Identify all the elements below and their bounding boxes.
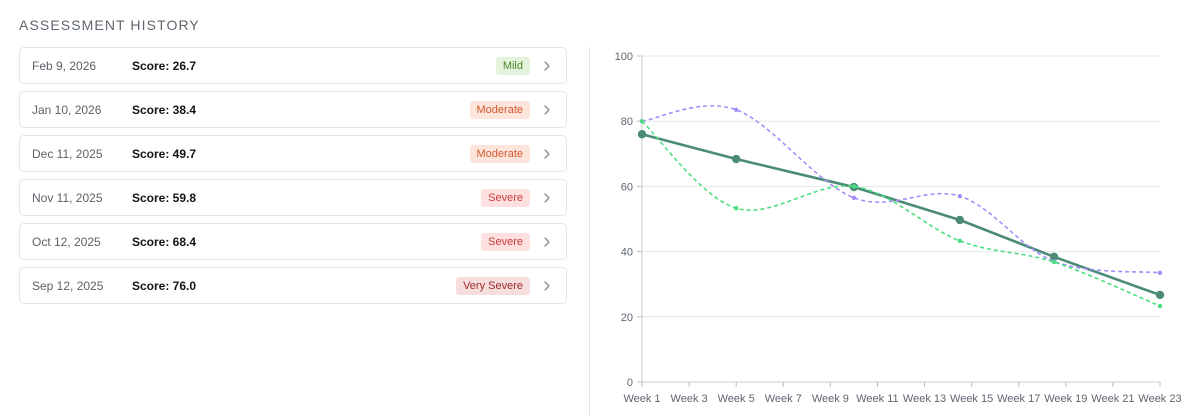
severity-badge: Moderate [469, 144, 530, 163]
assessment-score: Score: 49.7 [132, 146, 197, 161]
y-tick-label: 0 [627, 377, 633, 389]
assessment-score: Score: 59.8 [132, 190, 197, 205]
series-line-0 [641, 132, 1161, 297]
assessment-row[interactable]: Nov 11, 2025 Score: 59.8 Severe [19, 179, 567, 216]
assessment-row[interactable]: Feb 9, 2026 Score: 26.7 Mild [19, 47, 567, 84]
assessment-row[interactable]: Jan 10, 2026 Score: 38.4 Moderate [19, 91, 567, 128]
assessment-score: Score: 38.4 [132, 102, 197, 117]
series-point-2 [639, 119, 645, 124]
severity-badge: Very Severe [456, 276, 530, 295]
x-tick-label: Week 19 [1044, 393, 1087, 405]
x-tick-label: Week 9 [812, 393, 849, 405]
x-tick-label: Week 5 [718, 393, 755, 405]
chevron-right-icon [544, 237, 550, 247]
x-tick-label: Week 13 [903, 393, 946, 405]
severity-badge: Severe [481, 188, 530, 207]
y-tick-label: 100 [615, 51, 633, 63]
assessment-date: Feb 9, 2026 [32, 58, 97, 73]
series-point-2 [733, 206, 739, 211]
series-point-0 [1155, 290, 1165, 300]
series-point-2 [957, 238, 963, 244]
chevron-right-icon [544, 149, 550, 159]
y-tick-label: 60 [621, 181, 633, 193]
section-title: ASSESSMENT HISTORY [19, 17, 200, 33]
line-chart: 0 20 40 60 80 100 Week 1 Week 3 Week 5 Week 7 Week… [615, 51, 1182, 405]
assessment-date: Dec 11, 2025 [32, 146, 103, 161]
x-tick-label: Week 15 [950, 393, 993, 405]
assessment-date: Jan 10, 2026 [32, 102, 102, 117]
assessment-date: Sep 12, 2025 [32, 278, 104, 293]
series-point-2 [1157, 303, 1163, 309]
y-tick-label: 40 [621, 247, 633, 259]
chevron-right-icon [544, 281, 550, 291]
x-tick-label: Week 17 [997, 393, 1040, 405]
y-tick-label: 80 [621, 116, 633, 128]
series-point-0 [955, 215, 965, 225]
series-point-1 [851, 195, 857, 201]
series-point-0 [1049, 252, 1059, 262]
severity-badge: Moderate [469, 100, 530, 119]
assessment-row[interactable]: Sep 12, 2025 Score: 76.0 Very Severe [19, 267, 567, 304]
series-point-1 [1157, 270, 1163, 275]
x-tick-label: Week 23 [1138, 393, 1181, 405]
series-point-0 [731, 154, 741, 164]
severity-badge: Severe [481, 232, 530, 251]
series-point-1 [957, 193, 963, 199]
x-tick-label: Week 11 [856, 393, 898, 405]
series-point-1 [733, 107, 739, 112]
assessment-list: Feb 9, 2026 Score: 26.7 Mild Jan 10, 202… [19, 47, 567, 311]
panel-divider [589, 47, 590, 416]
x-tick-label: Week 21 [1091, 393, 1134, 405]
chevron-right-icon [544, 105, 550, 115]
series-point-0 [637, 130, 647, 139]
series-point-2 [851, 184, 857, 189]
assessment-score: Score: 26.7 [132, 58, 197, 73]
x-tick-label: Week 1 [623, 393, 660, 405]
severity-badge: Mild [495, 56, 530, 75]
score-trend-chart: 0 20 40 60 80 100 Week 1 Week 3 Week 5 Week 7 Week… [600, 40, 1190, 412]
assessment-date: Nov 11, 2025 [32, 190, 103, 205]
series-point-2 [1051, 259, 1057, 265]
assessment-row[interactable]: Oct 12, 2025 Score: 68.4 Severe [19, 223, 567, 260]
chevron-right-icon [544, 61, 550, 71]
chevron-right-icon [544, 193, 550, 203]
x-tick-label: Week 3 [671, 393, 708, 405]
series-line-1 [641, 105, 1161, 274]
x-tick-label: Week 7 [765, 393, 802, 405]
y-tick-label: 20 [621, 312, 633, 324]
assessment-score: Score: 68.4 [132, 234, 197, 249]
assessment-date: Oct 12, 2025 [32, 234, 101, 249]
assessment-score: Score: 76.0 [132, 278, 197, 293]
assessment-row[interactable]: Dec 11, 2025 Score: 49.7 Moderate [19, 135, 567, 172]
series-line-2 [641, 120, 1161, 307]
